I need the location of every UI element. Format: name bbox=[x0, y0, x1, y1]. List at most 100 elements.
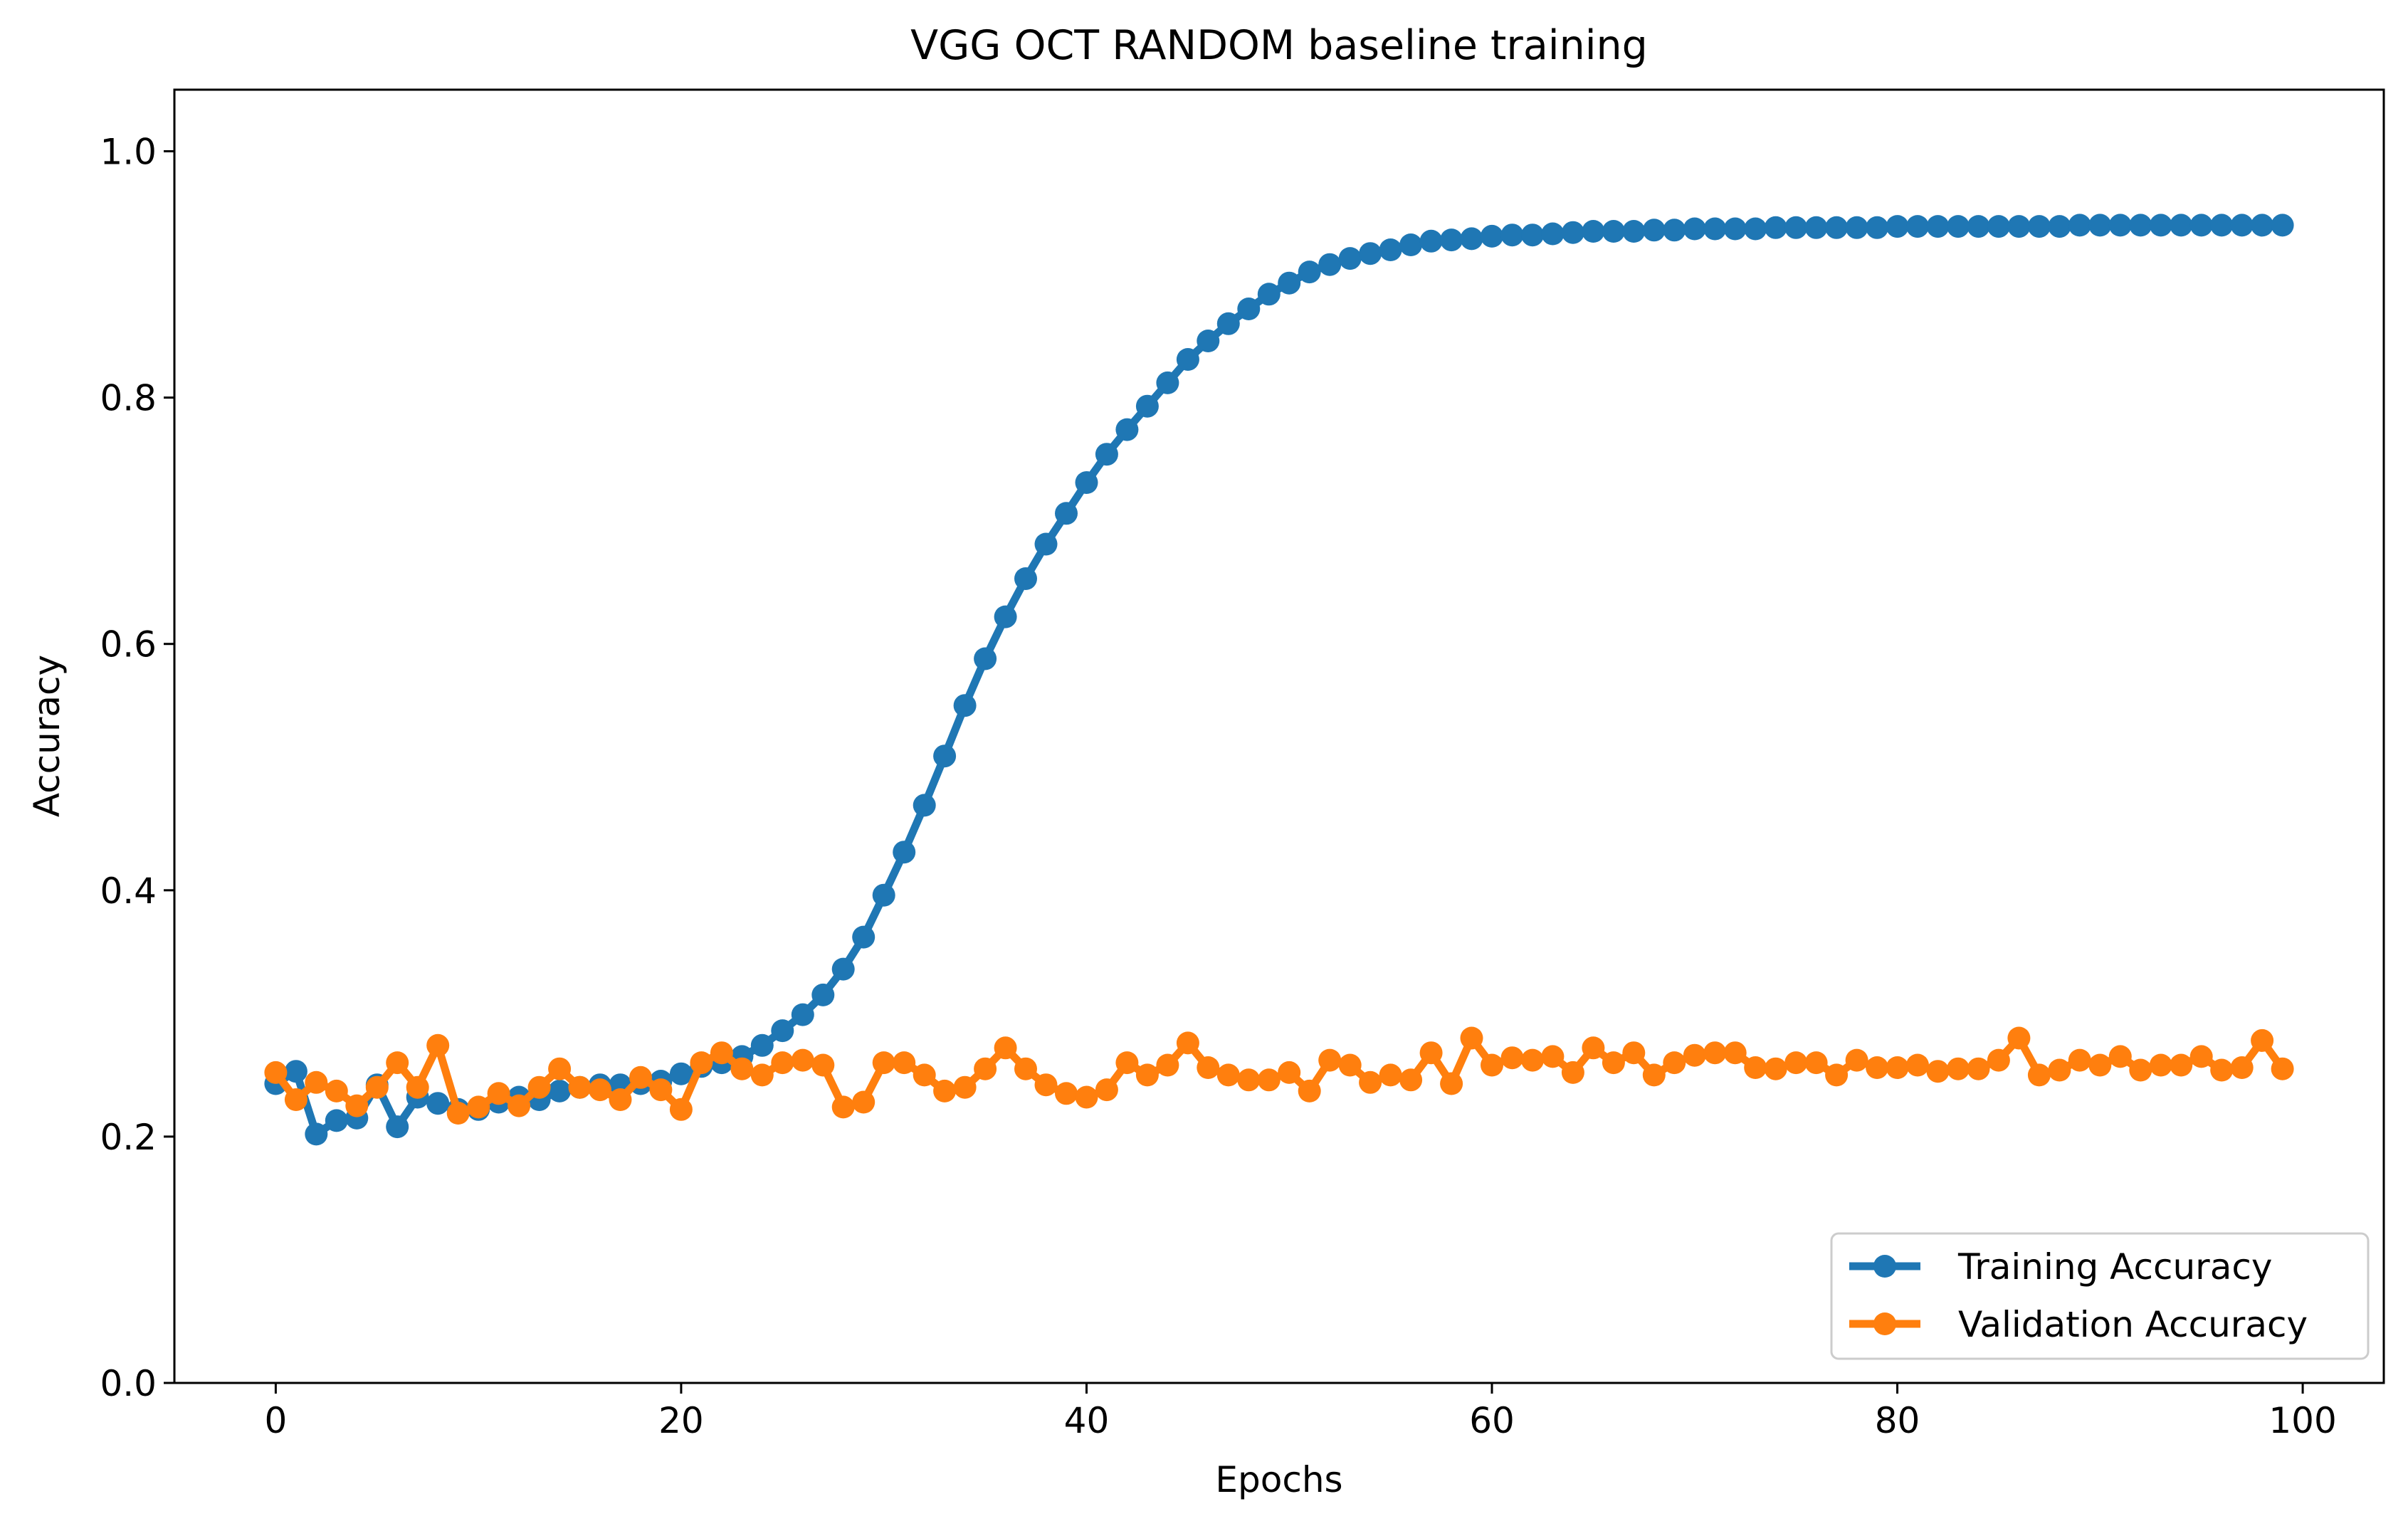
data-point-validation bbox=[508, 1094, 531, 1117]
data-point-validation bbox=[2271, 1057, 2294, 1080]
data-point-validation bbox=[1642, 1063, 1666, 1087]
data-point-validation bbox=[406, 1075, 429, 1099]
x-tick-label: 0 bbox=[264, 1400, 287, 1441]
data-point-training bbox=[1075, 471, 1098, 494]
data-point-validation bbox=[2129, 1058, 2152, 1082]
data-point-validation bbox=[953, 1075, 977, 1099]
data-point-training bbox=[1318, 253, 1342, 276]
x-tick-label: 100 bbox=[2268, 1400, 2336, 1441]
data-point-validation bbox=[649, 1078, 673, 1102]
data-point-training bbox=[1845, 216, 1868, 239]
data-point-training bbox=[1947, 215, 1970, 238]
series-validation bbox=[264, 1026, 2294, 1125]
data-point-validation bbox=[487, 1082, 510, 1105]
data-point-validation bbox=[1541, 1045, 1565, 1068]
data-point-training bbox=[1744, 217, 1767, 241]
data-point-training bbox=[771, 1019, 794, 1043]
data-point-validation bbox=[1237, 1068, 1261, 1092]
y-tick-label: 1.0 bbox=[100, 132, 157, 173]
data-point-validation bbox=[831, 1095, 855, 1119]
data-point-training bbox=[1176, 348, 1199, 371]
legend-label-training: Training Accuracy bbox=[1957, 1246, 2272, 1288]
data-point-validation bbox=[1784, 1051, 1808, 1075]
data-point-training bbox=[1804, 216, 1828, 239]
data-point-validation bbox=[325, 1079, 348, 1103]
data-point-validation bbox=[1257, 1068, 1281, 1092]
data-point-training bbox=[1561, 221, 1584, 244]
data-point-validation bbox=[2007, 1026, 2031, 1050]
data-point-validation bbox=[1216, 1063, 1240, 1087]
data-point-training bbox=[1257, 283, 1281, 306]
data-point-training bbox=[811, 983, 835, 1006]
y-tick-label: 0.4 bbox=[100, 870, 157, 912]
data-point-training bbox=[1622, 220, 1646, 243]
data-point-validation bbox=[1460, 1026, 1483, 1050]
data-point-validation bbox=[365, 1075, 389, 1099]
data-point-training bbox=[2088, 214, 2112, 237]
data-point-training bbox=[1278, 271, 1301, 295]
data-point-training bbox=[852, 925, 876, 949]
data-point-training bbox=[1500, 223, 1524, 247]
data-point-training bbox=[284, 1060, 307, 1083]
data-point-validation bbox=[1622, 1041, 1646, 1065]
data-point-validation bbox=[1440, 1072, 1463, 1095]
plot-frame bbox=[173, 88, 2385, 1384]
data-point-validation bbox=[1500, 1046, 1524, 1070]
data-point-training bbox=[2230, 214, 2254, 237]
data-point-validation bbox=[791, 1048, 814, 1072]
data-point-training bbox=[1440, 228, 1463, 252]
data-point-validation bbox=[2068, 1048, 2091, 1072]
data-point-training bbox=[1886, 215, 1909, 238]
data-point-training bbox=[1034, 532, 1058, 556]
data-point-validation bbox=[1481, 1053, 1503, 1077]
data-point-training bbox=[2251, 214, 2274, 237]
data-point-training bbox=[791, 1003, 814, 1026]
data-point-training bbox=[1399, 233, 1423, 256]
data-point-validation bbox=[1764, 1057, 1787, 1080]
data-point-validation bbox=[1115, 1051, 1139, 1075]
data-point-validation bbox=[1095, 1078, 1118, 1102]
data-point-validation bbox=[1602, 1051, 1625, 1075]
data-point-validation bbox=[2170, 1053, 2193, 1077]
data-point-training bbox=[872, 883, 895, 907]
data-point-training bbox=[933, 744, 957, 768]
data-point-validation bbox=[1683, 1043, 1706, 1067]
y-tick-label: 0.0 bbox=[100, 1363, 157, 1404]
data-point-validation bbox=[1703, 1041, 1727, 1065]
data-point-validation bbox=[1866, 1056, 1889, 1079]
data-point-validation bbox=[386, 1051, 409, 1075]
data-point-training bbox=[994, 605, 1017, 628]
data-point-training bbox=[1663, 219, 1686, 242]
data-point-validation bbox=[2251, 1028, 2274, 1052]
data-point-validation bbox=[1582, 1036, 1605, 1060]
data-point-training bbox=[305, 1122, 328, 1146]
x-axis-label: Epochs bbox=[1215, 1459, 1342, 1500]
data-point-training bbox=[2108, 214, 2132, 237]
legend-box bbox=[1830, 1232, 2370, 1360]
data-point-validation bbox=[1804, 1051, 1828, 1075]
data-point-training bbox=[1135, 394, 1159, 418]
data-point-validation bbox=[1379, 1063, 1402, 1087]
data-point-training bbox=[2170, 214, 2193, 237]
data-point-validation bbox=[1298, 1079, 1321, 1103]
data-point-training bbox=[325, 1109, 348, 1132]
data-point-training bbox=[1723, 217, 1747, 241]
data-point-validation bbox=[1014, 1057, 1037, 1080]
data-point-validation bbox=[568, 1075, 592, 1099]
data-point-training bbox=[1703, 217, 1727, 241]
data-point-training bbox=[1602, 220, 1625, 243]
data-point-training bbox=[1095, 443, 1118, 466]
data-point-validation bbox=[527, 1075, 551, 1099]
data-point-validation bbox=[2108, 1045, 2132, 1068]
data-point-validation bbox=[872, 1051, 895, 1075]
legend: Training Accuracy Validation Accuracy bbox=[1830, 1232, 2370, 1360]
data-point-training bbox=[953, 694, 977, 717]
data-point-training bbox=[893, 841, 916, 864]
data-point-validation bbox=[771, 1051, 794, 1075]
data-point-validation bbox=[446, 1102, 470, 1125]
data-point-training bbox=[1582, 220, 1605, 243]
data-point-training bbox=[426, 1092, 450, 1115]
data-point-validation bbox=[1359, 1070, 1382, 1094]
data-point-training bbox=[669, 1062, 693, 1085]
